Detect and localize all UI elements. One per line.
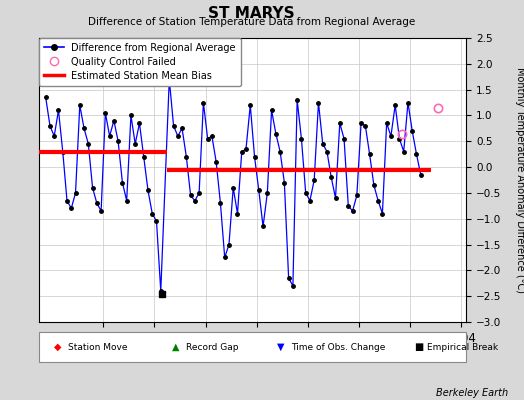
Text: Difference of Station Temperature Data from Regional Average: Difference of Station Temperature Data f… [88,17,415,27]
Text: ◆: ◆ [54,342,61,352]
Text: ■: ■ [414,342,424,352]
Y-axis label: Monthly Temperature Anomaly Difference (°C): Monthly Temperature Anomaly Difference (… [515,67,524,293]
Text: ▼: ▼ [277,342,284,352]
Text: Station Move: Station Move [68,342,128,352]
Text: Empirical Break: Empirical Break [427,342,498,352]
Text: Time of Obs. Change: Time of Obs. Change [291,342,385,352]
Text: ST MARYS: ST MARYS [208,6,295,21]
Legend: Difference from Regional Average, Quality Control Failed, Estimated Station Mean: Difference from Regional Average, Qualit… [39,38,241,86]
Text: Record Gap: Record Gap [186,342,238,352]
Text: ▲: ▲ [172,342,179,352]
Text: Berkeley Earth: Berkeley Earth [436,388,508,398]
